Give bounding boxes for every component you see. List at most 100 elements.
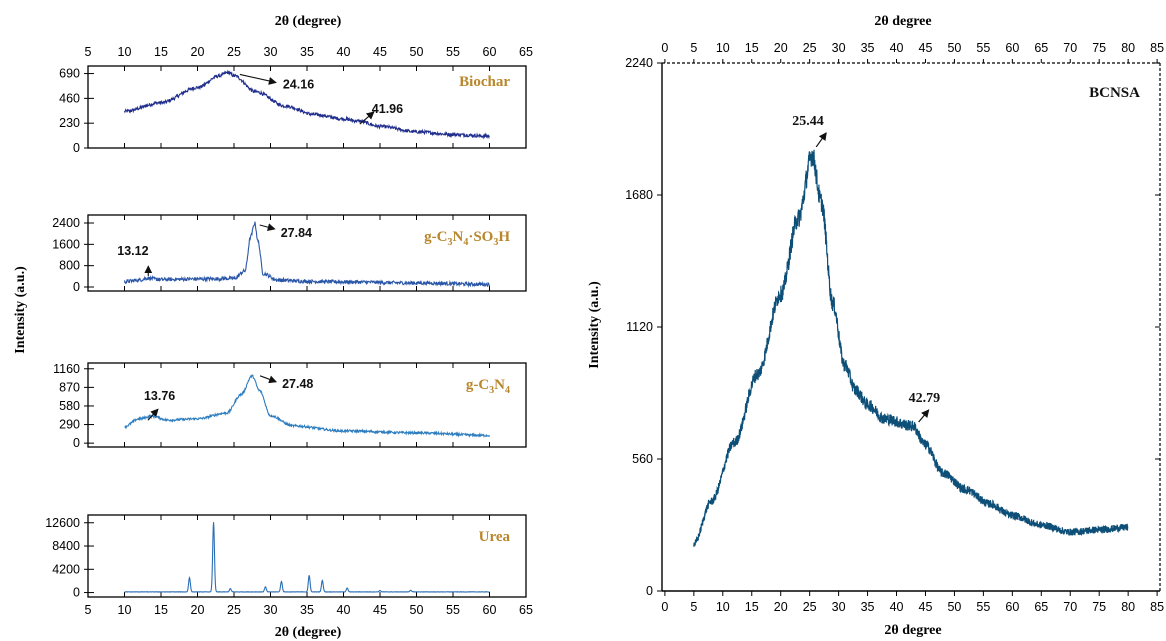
bottom-x-tick-label: 5: [690, 600, 697, 614]
top-x-tick-label: 40: [890, 41, 904, 55]
label-text: ·SO: [468, 229, 493, 245]
bottom-x-tick-label: 15: [154, 603, 168, 617]
series-line: [123, 221, 490, 288]
top-x-tick-label: 5: [85, 45, 92, 59]
top-x-tick-label: 15: [745, 41, 759, 55]
right-y-axis-label: Intensity (a.u.): [587, 281, 602, 369]
label-text: N: [452, 229, 463, 245]
bottom-x-tick-label: 30: [832, 600, 846, 614]
top-x-tick-label: 55: [446, 45, 460, 59]
y-tick-label: 230: [59, 116, 80, 130]
annotation-arrow: [259, 375, 278, 384]
annotation-arrow: [359, 111, 375, 125]
top-x-tick-label: 20: [191, 45, 205, 59]
sample-label: g-C3N4: [466, 377, 510, 396]
top-x-tick-label: 75: [1092, 41, 1106, 55]
bottom-x-tick-label: 40: [337, 603, 351, 617]
y-tick-label: 12600: [45, 516, 80, 530]
y-tick-label: 800: [59, 259, 80, 273]
y-tick-label: 870: [59, 380, 80, 394]
y-tick-label: 2400: [52, 216, 80, 230]
top-x-tick-label: 20: [774, 41, 788, 55]
bottom-x-tick-label: 35: [300, 603, 314, 617]
y-tick-label: 1680: [625, 188, 653, 202]
left-bottom-axis-title: 2θ (degree): [275, 625, 342, 640]
top-x-tick-label: 10: [716, 41, 730, 55]
bottom-x-tick-label: 40: [890, 600, 904, 614]
bottom-x-tick-label: 55: [446, 603, 460, 617]
bottom-x-tick-label: 20: [774, 600, 788, 614]
top-x-tick-label: 0: [661, 41, 668, 55]
bottom-x-tick-label: 60: [483, 603, 497, 617]
bottom-x-tick-label: 10: [716, 600, 730, 614]
bottom-x-tick-label: 35: [861, 600, 875, 614]
label-text: N: [494, 377, 505, 393]
series-line: [124, 374, 490, 438]
y-tick-label: 2240: [625, 56, 653, 70]
bottom-x-tick-label: 45: [373, 603, 387, 617]
top-x-tick-label: 45: [919, 41, 933, 55]
label-subscript: 3: [489, 385, 494, 396]
top-x-tick-label: 10: [118, 45, 132, 59]
panel-0: 0 230 460 690 5 10 15 20 25 30 35 40 45 50 55 60 65 24.16…: [59, 45, 533, 155]
series-line: [123, 69, 490, 140]
top-x-tick-label: 45: [373, 45, 387, 59]
sample-label: Urea: [479, 529, 511, 545]
left-top-axis-title: 2θ (degree): [275, 14, 342, 29]
bottom-x-tick-label: 0: [661, 600, 668, 614]
annotation-label: 42.79: [909, 391, 941, 406]
annotation-arrow: [918, 409, 930, 423]
top-x-tick-label: 55: [976, 41, 990, 55]
sample-label: BCNSA: [1089, 85, 1140, 101]
y-tick-label: 4200: [52, 562, 80, 576]
y-tick-label: 580: [59, 399, 80, 413]
series-line: [124, 522, 490, 593]
annotation-label: 13.12: [117, 244, 148, 258]
y-tick-label: 0: [73, 141, 80, 155]
y-tick-label: 560: [632, 452, 653, 466]
top-x-tick-label: 70: [1063, 41, 1077, 55]
panel-2: 0 290 580 870 1160 13.76 27.48 g-C3N4: [53, 362, 527, 450]
y-tick-label: 290: [59, 418, 80, 432]
top-x-tick-label: 50: [410, 45, 424, 59]
bottom-x-tick-label: 45: [919, 600, 933, 614]
top-x-tick-label: 25: [803, 41, 817, 55]
y-tick-label: 0: [73, 280, 80, 294]
panel-bcnsa: 0055101015152020252530303535404045455050…: [625, 41, 1164, 614]
bottom-x-tick-label: 15: [745, 600, 759, 614]
annotation-arrow: [259, 223, 276, 232]
y-tick-label: 460: [59, 91, 80, 105]
y-tick-label: 1600: [52, 237, 80, 251]
y-tick-label: 690: [59, 67, 80, 81]
bottom-x-tick-label: 55: [976, 600, 990, 614]
top-x-tick-label: 25: [227, 45, 241, 59]
y-tick-label: 8400: [52, 539, 80, 553]
annotation-label: 41.96: [372, 102, 403, 116]
label-subscript: 4: [463, 237, 468, 248]
annotation-label: 27.84: [281, 226, 312, 240]
y-tick-label: 1160: [53, 362, 80, 376]
bottom-x-tick-label: 50: [410, 603, 424, 617]
top-x-tick-label: 30: [264, 45, 278, 59]
bottom-x-tick-label: 65: [1034, 600, 1048, 614]
bottom-x-tick-label: 30: [264, 603, 278, 617]
label-subscript: 4: [505, 385, 510, 396]
annotation-arrow: [147, 408, 159, 421]
right-top-axis-title: 2θ degree: [874, 14, 931, 29]
bottom-x-tick-label: 10: [118, 603, 132, 617]
label-subscript: 3: [493, 237, 498, 248]
label-text: g-C: [424, 229, 447, 245]
top-x-tick-label: 60: [1005, 41, 1019, 55]
bottom-x-tick-label: 85: [1150, 600, 1164, 614]
sample-label: Biochar: [459, 74, 510, 90]
y-tick-label: 0: [73, 436, 80, 450]
label-text: g-C: [466, 377, 489, 393]
panel-3: 0 4200 8400 12600 5 10 15 20 25 30 35 40 45 50 55 60 65 U…: [45, 514, 533, 617]
y-tick-label: 1120: [626, 320, 653, 334]
top-x-tick-label: 15: [154, 45, 168, 59]
annotation-label: 13.76: [144, 389, 175, 403]
top-x-tick-label: 65: [1034, 41, 1048, 55]
left-y-axis-label: Intensity (a.u.): [13, 266, 28, 354]
